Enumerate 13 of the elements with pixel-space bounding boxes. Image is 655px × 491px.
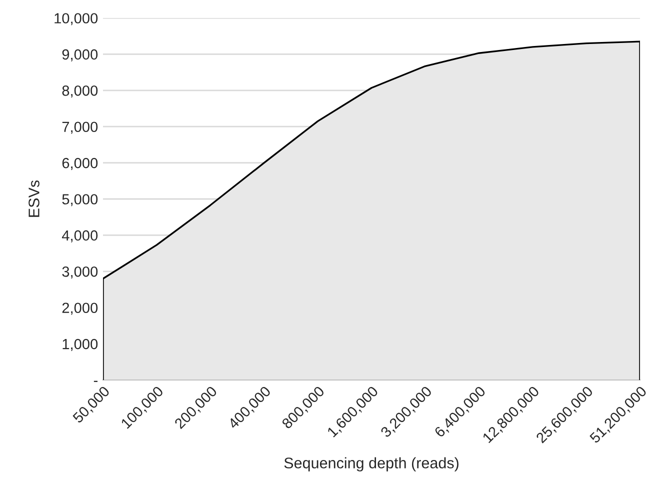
x-axis-title: Sequencing depth (reads) <box>284 457 458 472</box>
y-tick-label: 1,000 <box>62 338 98 351</box>
y-tick-label: - <box>94 380 98 382</box>
y-tick-label: 5,000 <box>62 194 98 206</box>
y-tick-label: 9,000 <box>62 49 98 62</box>
y-tick-label: 3,000 <box>62 266 98 279</box>
y-tick-label: 4,000 <box>62 230 98 242</box>
y-tick-label: 10,000 <box>54 13 98 26</box>
y-tick-label: 6,000 <box>62 158 98 170</box>
y-axis-title: ESVs <box>28 180 40 217</box>
y-tick-label: 7,000 <box>62 122 98 134</box>
y-tick-label: 8,000 <box>62 86 98 98</box>
y-tick-label: 2,000 <box>62 302 98 315</box>
